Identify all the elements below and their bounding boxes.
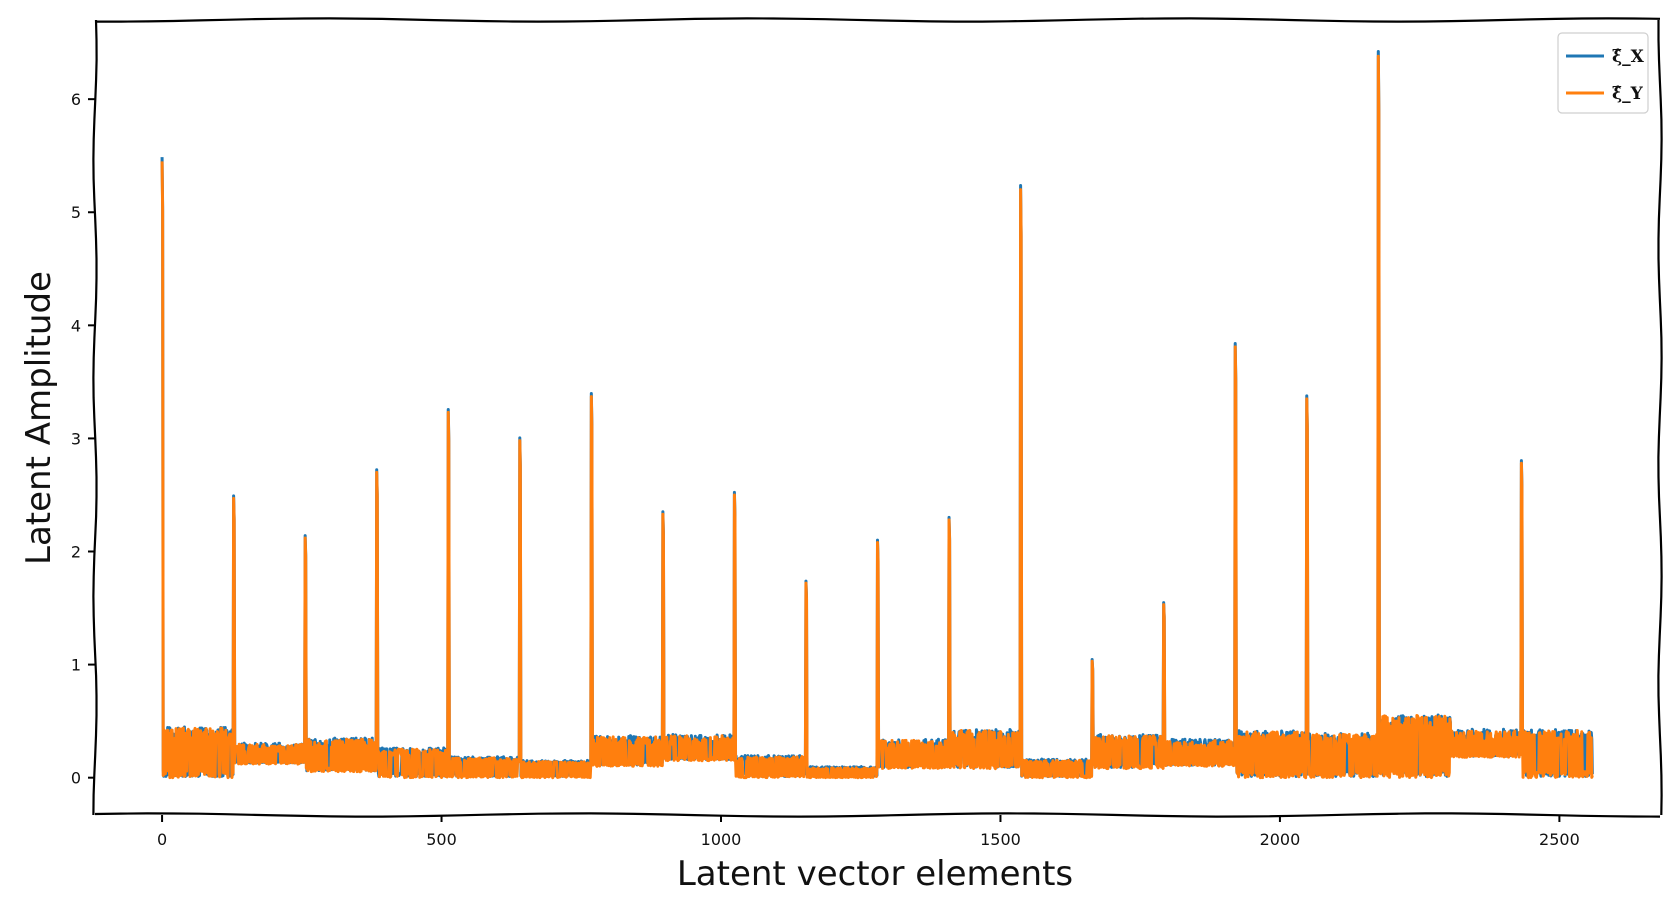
y-tick-label: 1: [71, 656, 81, 675]
y-tick-label: 3: [71, 429, 81, 448]
ticks-layer: 0 500 1000 1500 2000 2500 0 1 2 3 4 5 6: [71, 90, 1580, 849]
x-tick-label: 500: [426, 830, 457, 849]
x-tick-label: 2000: [1260, 830, 1301, 849]
x-tick-label: 1500: [980, 830, 1021, 849]
legend-label-x: ξ̂_X: [1612, 47, 1645, 67]
y-tick-label: 6: [71, 90, 81, 109]
x-tick-label: 1000: [701, 830, 742, 849]
y-tick-label: 0: [71, 769, 81, 788]
x-tick-label: 2500: [1539, 830, 1580, 849]
legend-label-y: ξ̂_Y: [1612, 84, 1644, 104]
y-tick-label: 4: [71, 316, 81, 335]
legend: ξ̂_X ξ̂_Y: [1557, 32, 1649, 114]
y-tick-label: 2: [71, 543, 81, 562]
x-axis-label: Latent vector elements: [677, 854, 1073, 894]
axes-frame: [92, 17, 1663, 818]
series-line-xi-y: [160, 54, 1594, 780]
y-axis-label: Latent Amplitude: [19, 271, 59, 565]
y-tick-label: 5: [71, 203, 81, 222]
x-tick-label: 0: [157, 830, 167, 849]
series-layer: [160, 49, 1594, 780]
